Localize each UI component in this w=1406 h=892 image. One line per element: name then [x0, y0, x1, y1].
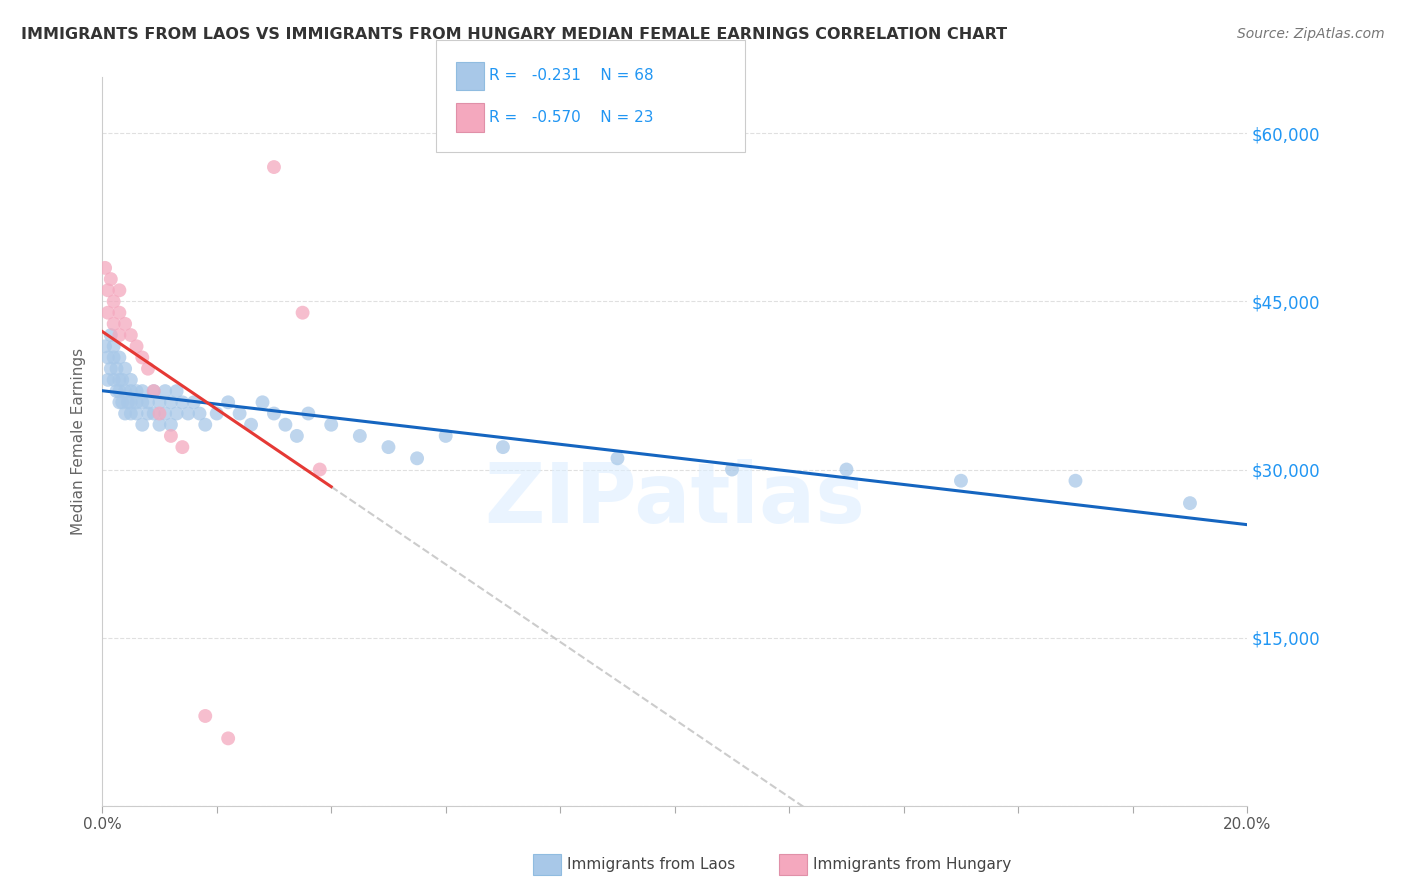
Point: [97, 373, 120, 387]
Text: Immigrants from Hungary: Immigrants from Hungary: [813, 857, 1011, 871]
Point: [131, 351, 153, 365]
Point: [160, 429, 183, 443]
Point: [183, 395, 205, 409]
Point: [166, 384, 188, 398]
Point: [117, 395, 139, 409]
Point: [377, 440, 399, 454]
Point: [217, 731, 239, 746]
Point: [148, 417, 170, 432]
Point: [108, 351, 131, 365]
Text: Immigrants from Laos: Immigrants from Laos: [567, 857, 735, 871]
Point: [108, 306, 131, 320]
Point: [166, 407, 188, 421]
Point: [125, 384, 148, 398]
Point: [111, 395, 134, 409]
Point: [160, 395, 183, 409]
Point: [114, 317, 136, 331]
Point: [114, 361, 136, 376]
Point: [108, 384, 131, 398]
Point: [100, 328, 122, 343]
Point: [136, 407, 159, 421]
Point: [125, 407, 148, 421]
Text: ZIPatlas: ZIPatlas: [484, 459, 865, 541]
Text: R =   -0.570    N = 23: R = -0.570 N = 23: [489, 111, 654, 125]
Text: IMMIGRANTS FROM LAOS VS IMMIGRANTS FROM HUNGARY MEDIAN FEMALE EARNINGS CORRELATI: IMMIGRANTS FROM LAOS VS IMMIGRANTS FROM …: [21, 27, 1007, 42]
Point: [153, 384, 176, 398]
Point: [131, 417, 153, 432]
Point: [434, 429, 457, 443]
Point: [97, 351, 120, 365]
Point: [103, 373, 125, 387]
Point: [114, 407, 136, 421]
Point: [492, 440, 515, 454]
Point: [100, 361, 122, 376]
Point: [100, 272, 122, 286]
Point: [108, 328, 131, 343]
Point: [114, 384, 136, 398]
Point: [131, 395, 153, 409]
Point: [606, 451, 628, 466]
Point: [142, 407, 165, 421]
Point: [160, 417, 183, 432]
Text: R =   -0.231    N = 68: R = -0.231 N = 68: [489, 69, 654, 83]
Point: [97, 306, 120, 320]
Point: [406, 451, 429, 466]
Point: [125, 339, 148, 353]
Point: [153, 407, 176, 421]
Point: [97, 283, 120, 297]
Point: [136, 395, 159, 409]
Point: [308, 462, 330, 476]
Point: [148, 395, 170, 409]
Point: [291, 306, 314, 320]
Point: [217, 395, 239, 409]
Point: [205, 407, 228, 421]
Point: [721, 462, 744, 476]
Point: [321, 417, 343, 432]
Point: [131, 384, 153, 398]
Point: [111, 373, 134, 387]
Point: [120, 373, 142, 387]
Point: [297, 407, 319, 421]
Point: [228, 407, 250, 421]
Point: [1064, 474, 1087, 488]
Point: [252, 395, 274, 409]
Point: [94, 260, 117, 275]
Point: [349, 429, 371, 443]
Point: [949, 474, 972, 488]
Point: [188, 407, 211, 421]
Point: [108, 373, 131, 387]
Point: [120, 328, 142, 343]
Point: [103, 339, 125, 353]
Point: [142, 384, 165, 398]
Point: [835, 462, 858, 476]
Point: [105, 384, 128, 398]
Point: [120, 407, 142, 421]
Point: [263, 160, 285, 174]
Point: [285, 429, 308, 443]
Point: [263, 407, 285, 421]
Point: [177, 407, 200, 421]
Point: [108, 395, 131, 409]
Point: [125, 395, 148, 409]
Point: [94, 339, 117, 353]
Point: [103, 294, 125, 309]
Point: [172, 440, 194, 454]
Point: [136, 361, 159, 376]
Point: [108, 283, 131, 297]
Y-axis label: Median Female Earnings: Median Female Earnings: [72, 348, 86, 535]
Point: [240, 417, 263, 432]
Point: [103, 351, 125, 365]
Point: [172, 395, 194, 409]
Point: [120, 384, 142, 398]
Point: [1178, 496, 1201, 510]
Point: [142, 384, 165, 398]
Point: [105, 361, 128, 376]
Point: [274, 417, 297, 432]
Point: [103, 317, 125, 331]
Point: [194, 709, 217, 723]
Point: [148, 407, 170, 421]
Text: Source: ZipAtlas.com: Source: ZipAtlas.com: [1237, 27, 1385, 41]
Point: [120, 395, 142, 409]
Point: [194, 417, 217, 432]
